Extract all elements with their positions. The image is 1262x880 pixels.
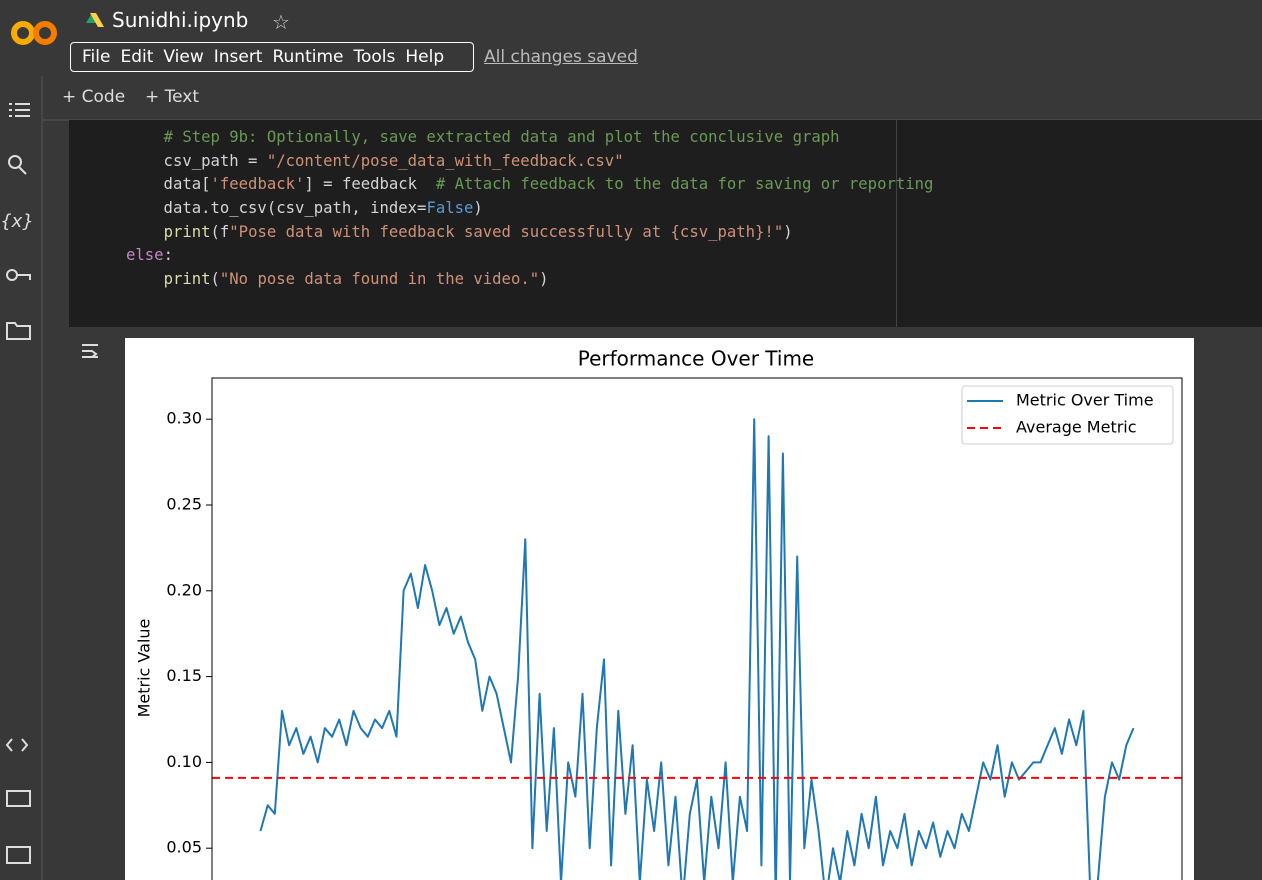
menu-item[interactable]: Tools — [353, 47, 396, 67]
code-cell[interactable] — [69, 120, 1262, 327]
terminal-icon[interactable] — [6, 846, 31, 864]
variables-icon[interactable]: {x} — [0, 211, 34, 232]
menu-bar: File Edit View Insert Runtime Tools Help — [70, 42, 474, 72]
menu-item[interactable]: Insert — [213, 47, 263, 67]
toc-icon[interactable] — [9, 103, 30, 117]
menu-item[interactable]: View — [163, 47, 204, 67]
add-code-button[interactable]: + Code — [62, 87, 126, 107]
add-text-button[interactable]: + Text — [145, 87, 200, 107]
code-line: data['feedback'] = feedback # Attach fee… — [126, 175, 934, 194]
drive-icon-part — [90, 13, 104, 27]
y-tick-label: 0.20 — [166, 580, 202, 599]
output-toggle[interactable] — [82, 344, 98, 358]
y-tick-label: 0.30 — [166, 409, 202, 428]
search-icon[interactable] — [8, 155, 22, 169]
y-tick-label: 0.25 — [166, 494, 202, 513]
y-tick-label: 0.15 — [166, 666, 202, 685]
code-line: else: — [126, 246, 173, 265]
palette-icon[interactable] — [6, 790, 31, 807]
logo — [11, 21, 57, 45]
code-line: print(f"Pose data with feedback saved su… — [163, 222, 793, 241]
y-tick-label: 0.10 — [166, 752, 202, 771]
sidebar-icons — [5, 103, 98, 864]
menu-item[interactable]: Edit — [120, 47, 154, 67]
code-line: # Step 9b: Optionally, save extracted da… — [163, 128, 840, 146]
legend-label: Metric Over Time — [1016, 391, 1154, 410]
menu-item[interactable]: Help — [405, 47, 445, 67]
notebook-title[interactable]: Sunidhi.ipynb — [112, 8, 249, 32]
code-line: csv_path = "/content/pose_data_with_feed… — [126, 151, 624, 170]
star-button[interactable]: ☆ — [272, 10, 290, 34]
menu-item[interactable]: File — [82, 47, 111, 67]
code: # Step 9b: Optionally, save extracted da… — [126, 126, 933, 292]
save-status[interactable]: All changes saved — [484, 47, 638, 67]
snippets-icon[interactable] — [5, 738, 29, 752]
metric-line — [259, 418, 1135, 880]
legend-box — [961, 385, 1174, 445]
menu-item[interactable]: Runtime — [272, 47, 344, 67]
code-line: print("No pose data found in the video."… — [163, 270, 549, 289]
chart-title: Performance Over Time — [578, 347, 815, 371]
sidebar — [0, 120, 42, 880]
y-tick-label: 0.05 — [166, 838, 202, 857]
y-axis-label: Metric Value — [135, 619, 154, 718]
legend-label: Average Metric — [1016, 418, 1137, 437]
plot-frame — [211, 377, 1183, 880]
code-line: data.to_csv(csv_path, index=False) — [126, 199, 483, 218]
files-icon[interactable] — [6, 322, 31, 340]
